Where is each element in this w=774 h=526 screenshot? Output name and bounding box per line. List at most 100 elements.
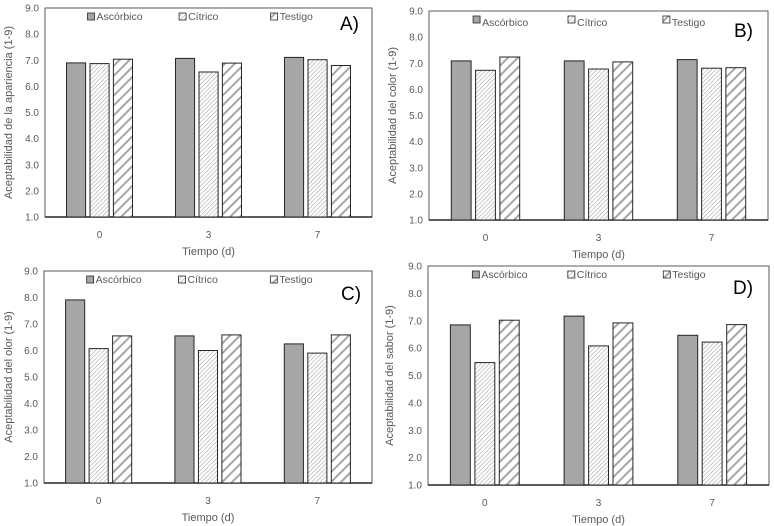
bar-citrico-t0 bbox=[475, 69, 496, 221]
y-tick-label: 2.0 bbox=[24, 452, 38, 463]
x-tick-label: 3 bbox=[596, 233, 602, 244]
y-tick-label: 9.0 bbox=[24, 267, 38, 278]
y-tick-label: 7.0 bbox=[25, 56, 39, 67]
y-axis-title: Aceptabilidad del color (1-9) bbox=[387, 47, 399, 184]
bar-citrico-t3 bbox=[588, 68, 609, 221]
bar-citrico-t0 bbox=[88, 348, 109, 484]
bar-ascorbico-t7 bbox=[677, 334, 699, 486]
legend-label-ascorbico: Ascórbico bbox=[481, 269, 527, 281]
bar-testigo-t7 bbox=[726, 324, 748, 486]
bar-testigo-t7 bbox=[330, 65, 351, 218]
legend-swatch-testigo bbox=[662, 270, 671, 279]
y-axis-title: Aceptabilidad del olor (1-9) bbox=[3, 311, 15, 442]
panel-label: A) bbox=[340, 14, 359, 35]
x-axis-title: Tiempo (d) bbox=[182, 246, 235, 258]
y-tick-label: 9.0 bbox=[409, 7, 423, 18]
bar-ascorbico-t7 bbox=[283, 343, 304, 484]
bar-testigo-t7 bbox=[330, 334, 351, 484]
y-tick-label: 1.0 bbox=[24, 479, 38, 490]
y-tick-label: 6.0 bbox=[409, 85, 423, 96]
y-tick-label: 6.0 bbox=[24, 346, 38, 357]
bar-testigo-t0 bbox=[112, 58, 134, 218]
chart-panel-b: 1.0 2.0 3.0 4.0 5.0 6.0 7.0 8.0 9.0 0 3 7 Tiempo (d)… bbox=[387, 7, 769, 261]
legend-label-ascorbico: Ascórbico bbox=[482, 17, 528, 29]
x-axis-title: Tiempo (d) bbox=[182, 512, 235, 524]
y-tick-label: 3.0 bbox=[24, 426, 38, 437]
bar-ascorbico-t0 bbox=[450, 60, 472, 221]
y-tick-label: 2.0 bbox=[25, 186, 39, 197]
bar-ascorbico-t3 bbox=[563, 315, 585, 486]
bar-testigo-t3 bbox=[221, 62, 242, 218]
legend-swatch-ascorbico bbox=[471, 270, 480, 279]
bar-ascorbico-t3 bbox=[175, 57, 196, 218]
bar-ascorbico-t3 bbox=[563, 60, 585, 221]
y-tick-label: 4.0 bbox=[408, 398, 422, 409]
x-axis-title: Tiempo (d) bbox=[572, 514, 625, 526]
bar-ascorbico-t7 bbox=[676, 59, 698, 221]
y-tick-label: 5.0 bbox=[24, 373, 38, 384]
y-tick-label: 3.0 bbox=[408, 426, 422, 437]
y-tick-label: 5.0 bbox=[408, 371, 422, 382]
y-tick-label: 3.0 bbox=[25, 160, 39, 171]
y-tick-label: 1.0 bbox=[409, 216, 423, 227]
panel-label: C) bbox=[341, 284, 361, 305]
legend-label-testigo: Testigo bbox=[280, 11, 313, 23]
legend-label-testigo: Testigo bbox=[672, 17, 705, 29]
x-tick-label: 0 bbox=[482, 498, 488, 509]
x-tick-label: 3 bbox=[205, 496, 211, 507]
bar-ascorbico-t3 bbox=[174, 335, 195, 484]
y-tick-label: 2.0 bbox=[408, 453, 422, 464]
x-tick-label: 7 bbox=[709, 233, 715, 244]
x-tick-label: 7 bbox=[315, 496, 321, 507]
y-tick-label: 5.0 bbox=[409, 111, 423, 122]
y-tick-label: 1.0 bbox=[408, 481, 422, 492]
y-tick-label: 4.0 bbox=[24, 399, 38, 410]
legend: Ascórbico Cítrico Testigo bbox=[86, 274, 313, 286]
legend-label-citrico: Cítrico bbox=[187, 274, 217, 286]
y-tick-label: 7.0 bbox=[24, 320, 38, 331]
bar-citrico-t0 bbox=[474, 362, 496, 486]
y-tick-label: 7.0 bbox=[409, 59, 423, 70]
legend-label-ascorbico: Ascórbico bbox=[97, 11, 143, 23]
y-tick-label: 6.0 bbox=[408, 344, 422, 355]
legend-label-testigo: Testigo bbox=[672, 269, 705, 281]
bar-testigo-t0 bbox=[499, 56, 521, 221]
legend-label-citrico: Cítrico bbox=[188, 11, 218, 23]
bar-citrico-t7 bbox=[307, 59, 328, 218]
bar-citrico-t3 bbox=[197, 350, 218, 484]
y-axis-title: Aceptabilidad del sabor (1-9) bbox=[384, 305, 396, 446]
y-tick-label: 8.0 bbox=[25, 30, 39, 41]
y-tick-label: 4.0 bbox=[409, 137, 423, 148]
bar-citrico-t3 bbox=[588, 345, 609, 486]
panel-label: B) bbox=[734, 21, 753, 42]
bar-testigo-t3 bbox=[221, 334, 242, 484]
y-tick-label: 8.0 bbox=[408, 289, 422, 300]
bar-citrico-t7 bbox=[701, 341, 723, 486]
x-tick-label: 0 bbox=[96, 496, 102, 507]
y-tick-label: 3.0 bbox=[409, 163, 423, 174]
x-tick-label: 0 bbox=[483, 233, 489, 244]
y-tick-label: 8.0 bbox=[409, 33, 423, 44]
legend-swatch-testigo bbox=[270, 12, 279, 21]
chart-panel-c: 1.0 2.0 3.0 4.0 5.0 6.0 7.0 8.0 9.0 0 3 7 Tiempo (d)… bbox=[3, 267, 373, 524]
x-tick-label: 3 bbox=[596, 498, 602, 509]
legend-swatch-citrico bbox=[567, 15, 576, 24]
chart-panel-d: 1.0 2.0 3.0 4.0 5.0 6.0 7.0 8.0 9.0 0 3 7 Tiempo (d)… bbox=[384, 262, 770, 526]
bar-ascorbico-t0 bbox=[65, 299, 86, 484]
bar-citrico-t7 bbox=[307, 352, 328, 484]
legend-swatch-testigo bbox=[662, 15, 671, 24]
x-tick-label: 0 bbox=[97, 230, 103, 241]
legend: Ascórbico Cítrico Testigo bbox=[87, 11, 313, 23]
y-tick-label: 4.0 bbox=[25, 134, 39, 145]
y-axis-title: Aceptabilidad de la apariencia (1-9) bbox=[3, 26, 15, 199]
x-tick-label: 7 bbox=[709, 498, 715, 509]
bar-testigo-t0 bbox=[498, 319, 520, 486]
legend-swatch-citrico bbox=[567, 270, 576, 279]
bar-testigo-t0 bbox=[112, 335, 133, 484]
bar-testigo-t3 bbox=[612, 322, 634, 486]
bar-citrico-t7 bbox=[701, 67, 722, 221]
legend-label-citrico: Cítrico bbox=[577, 17, 607, 29]
y-tick-label: 9.0 bbox=[25, 4, 39, 15]
legend-swatch-citrico bbox=[178, 12, 187, 21]
